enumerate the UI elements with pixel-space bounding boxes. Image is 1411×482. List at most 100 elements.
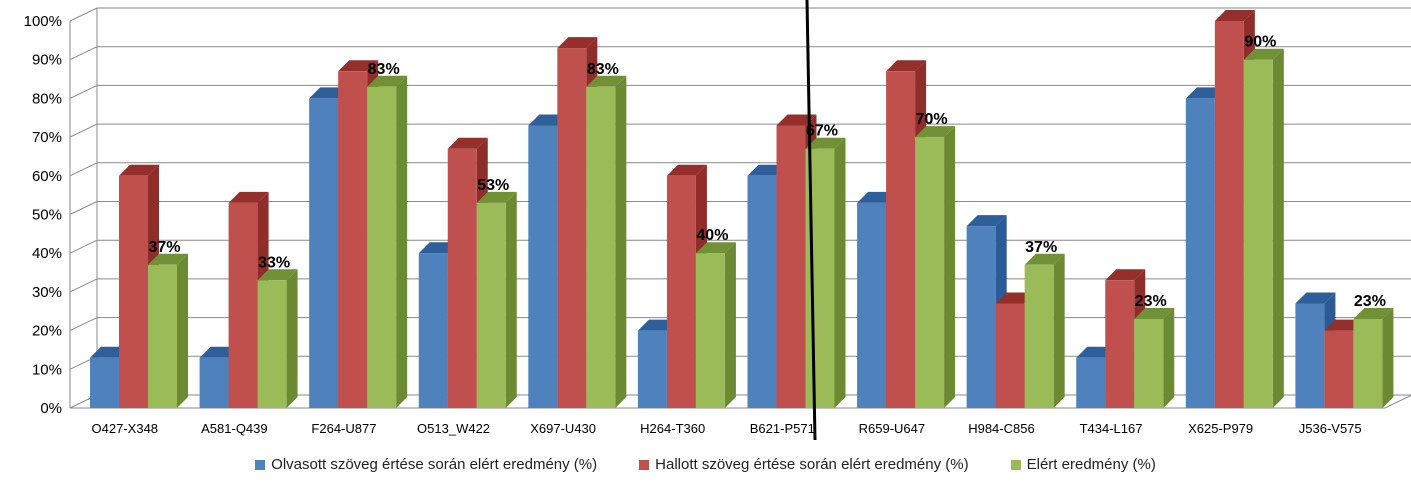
grid-connector	[69, 84, 98, 99]
bar	[476, 202, 506, 408]
data-label: 33%	[258, 254, 290, 271]
bar	[367, 86, 397, 408]
bar	[228, 202, 258, 408]
grid-connector	[69, 123, 98, 138]
bar-top	[1134, 307, 1175, 319]
grid-connector	[69, 317, 98, 332]
legend-swatch-listening	[639, 459, 650, 470]
data-label: 53%	[477, 177, 509, 194]
grid-connector	[69, 201, 98, 215]
grid-connector	[69, 239, 98, 254]
bar	[1214, 21, 1244, 408]
bar	[966, 226, 996, 408]
data-label: 37%	[148, 239, 180, 256]
bar-side	[1053, 253, 1065, 408]
x-tick-label: O513_W422	[417, 421, 490, 436]
data-label: 90%	[1244, 34, 1276, 51]
bar-side	[944, 126, 956, 408]
bar-top	[1353, 307, 1394, 319]
x-tick-label: X625-P979	[1188, 421, 1253, 436]
bar	[1243, 59, 1273, 408]
bar-top	[257, 269, 298, 281]
legend-item-total: Elért eredmény (%)	[1010, 456, 1156, 473]
bar-side	[505, 191, 517, 408]
data-label: 23%	[1135, 293, 1167, 310]
y-tick-label: 50%	[32, 207, 62, 224]
bar-top	[367, 75, 408, 87]
bar-side	[834, 137, 846, 408]
y-tick-label: 60%	[32, 168, 62, 185]
bar-top	[119, 164, 159, 176]
x-tick-label: H264-T360	[640, 421, 705, 436]
bar-top	[915, 126, 956, 138]
data-label: 23%	[1354, 293, 1386, 310]
bar-top	[886, 60, 927, 72]
bar	[915, 137, 945, 408]
legend-swatch-reading	[255, 459, 266, 470]
data-label: 40%	[696, 227, 728, 244]
legend-item-listening: Hallott szöveg értése során elért eredmé…	[639, 456, 969, 473]
y-tick-label: 30%	[32, 284, 62, 301]
legend-swatch-total	[1010, 459, 1021, 470]
x-tick-label: X697-U430	[530, 421, 596, 436]
data-label: 70%	[916, 111, 948, 128]
floor-edge	[1384, 394, 1411, 409]
bar-side	[1163, 307, 1175, 408]
bar-top	[776, 114, 817, 126]
bar-top	[557, 37, 598, 49]
bar	[1185, 98, 1215, 409]
bar-side	[177, 253, 188, 408]
annotation-line	[805, 0, 817, 441]
bar	[1024, 264, 1054, 408]
x-tick-label: J536-V575	[1299, 421, 1362, 436]
bar	[557, 48, 587, 409]
x-tick-label: A581-Q439	[201, 421, 268, 436]
bar-top	[476, 191, 517, 203]
bar	[119, 175, 148, 408]
bar	[447, 148, 477, 408]
bar-chart: 0% 10% 20% 30% 40% 50% 60% 70% 80% 90% 100% 37% O427…	[24, 0, 1411, 441]
bar-side	[396, 75, 408, 408]
legend-label-total: Elért eredmény (%)	[1026, 456, 1156, 473]
bar	[1076, 357, 1106, 408]
bar-top	[666, 164, 707, 176]
bar-top	[805, 137, 846, 149]
bar-top	[695, 242, 736, 254]
y-tick-label: 100%	[24, 13, 62, 30]
data-label: 67%	[806, 123, 838, 140]
y-tick-label: 20%	[32, 323, 62, 340]
x-tick-label: B621-P571	[750, 421, 815, 436]
bar	[199, 357, 229, 408]
bar	[995, 303, 1025, 408]
bar-top	[148, 253, 188, 265]
y-tick-label: 0%	[40, 400, 62, 417]
x-tick-label: R659-U647	[859, 421, 926, 436]
bar	[309, 98, 339, 409]
data-label: 83%	[587, 61, 619, 78]
bar	[257, 280, 287, 408]
bar-top	[1105, 269, 1146, 281]
bar-top	[1295, 292, 1336, 304]
legend-item-reading: Olvasott szöveg értése során elért eredm…	[255, 456, 597, 473]
bar	[90, 357, 119, 408]
x-tick-label: O427-X348	[92, 421, 159, 436]
y-tick-label: 80%	[32, 90, 62, 107]
data-label: 83%	[368, 61, 400, 78]
grid-connector	[69, 7, 98, 22]
bar-side	[1382, 307, 1394, 408]
bar	[666, 175, 696, 408]
bar-side	[286, 269, 298, 408]
legend: Olvasott szöveg értése során elért eredm…	[0, 456, 1411, 473]
bar-top	[586, 75, 627, 87]
x-tick-label: F264-U877	[311, 421, 376, 436]
y-tick-label: 40%	[32, 245, 62, 262]
bar	[1134, 318, 1164, 408]
y-tick-label: 90%	[32, 52, 62, 69]
bar	[886, 71, 916, 408]
bar-top	[1243, 48, 1284, 60]
x-tick-label: H984-C856	[968, 421, 1035, 436]
grid-connector	[69, 278, 98, 293]
bar	[637, 330, 667, 408]
bar-side	[1272, 48, 1284, 408]
